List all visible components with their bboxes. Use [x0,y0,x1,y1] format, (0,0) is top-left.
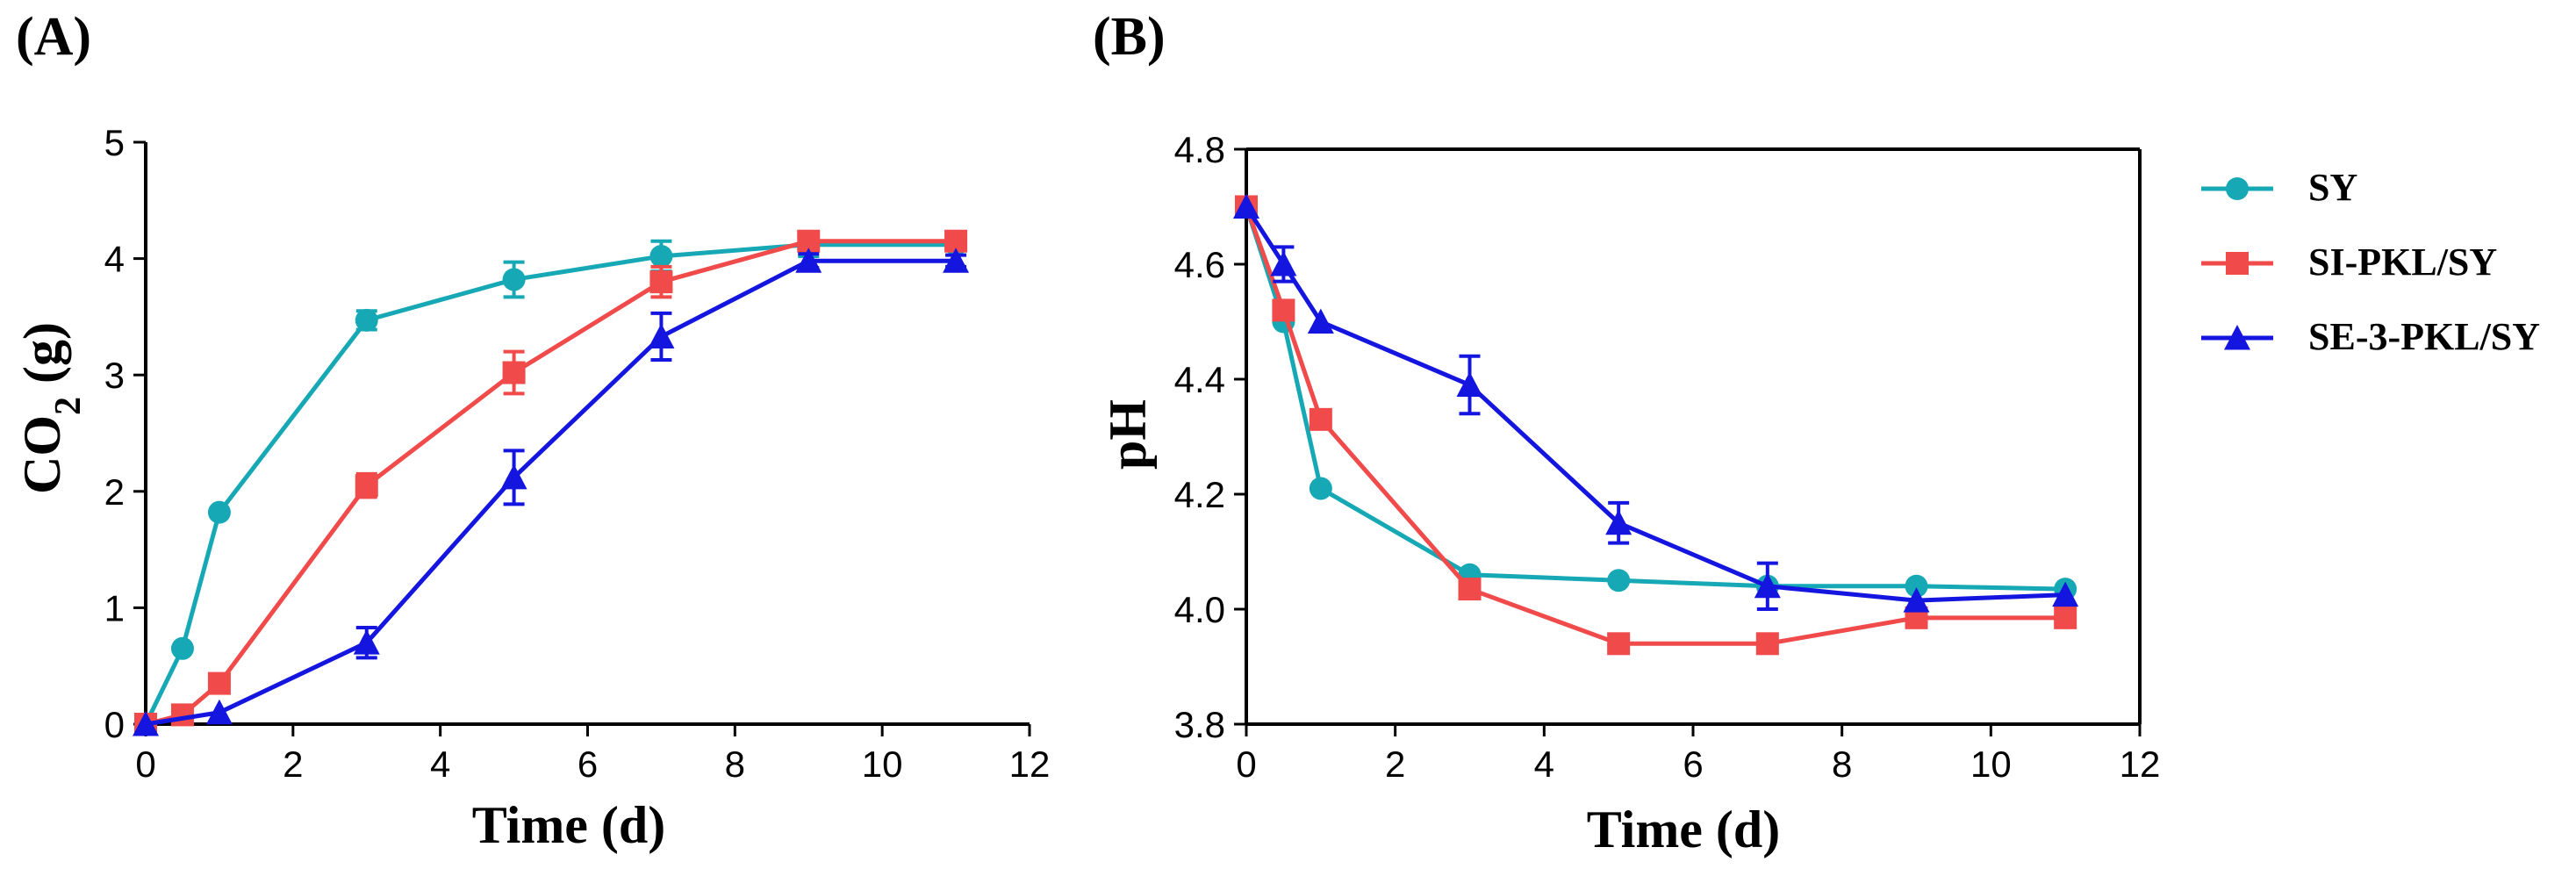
legend-item-sy: SY [2201,166,2357,209]
panel-b-point-se-3-pkl-sy [1270,251,1297,276]
panel-b-point-se-3-pkl-sy [1456,371,1483,398]
panel-a-line-sy [143,242,957,726]
panel-b-point-si-pkl-sy [1272,298,1295,322]
panel-a-point-sy [170,636,194,660]
legend-item-si-pkl-sy: SI-PKL/SY [2201,241,2497,284]
panel-b-point-si-pkl-sy [1458,578,1482,601]
legend-item-se-3-pkl-sy: SE-3-PKL/SY [2201,315,2540,358]
panel-a-point-sy [355,308,378,332]
panel-a-x-tick-label: 10 [862,743,903,785]
panel-b-point-si-pkl-sy [1607,632,1631,656]
panel-a-line-si-pkl-sy [145,239,957,727]
legend-label-sy: SY [2308,166,2357,209]
panel-b-line-si-pkl-sy [1244,205,2066,646]
legend-marker-sy [2201,177,2273,200]
panel-b-x-tick-label: 10 [1970,743,2012,785]
panel-a-label: (A) [16,7,91,67]
panel-b-x-tick-label: 6 [1683,743,1703,785]
panel-a-x-axis-title: Time (d) [472,796,666,854]
panel-a-point-sy [207,500,231,524]
panel-b-point-se-3-pkl-sy [1307,308,1334,334]
legend: SY SI-PKL/SY SE-3-PKL/SY [2201,166,2540,358]
panel-b-point-si-pkl-sy [1309,407,1332,431]
panel-b-point-se-3-pkl-sy [2052,581,2079,607]
panel-a-y-tick-label: 2 [104,471,125,513]
legend-symbol [2224,325,2250,350]
panel-a-point-si-pkl-sy [502,361,526,384]
panel-a-point-se-3-pkl-sy [795,248,822,273]
panel-a-point-se-3-pkl-sy [133,711,159,736]
panel-a-y-axis-title: CO2 (g) [13,322,89,494]
panel-b-y-tick-label: 4.2 [1174,474,1225,515]
legend-label-si-pkl-sy: SI-PKL/SY [2308,241,2497,284]
panel-a-point-si-pkl-sy [207,671,231,695]
panel-a-x-tick-label: 12 [1009,743,1051,785]
panel-a-y-tick-label: 0 [104,704,125,745]
panel-a-y-tick-label: 3 [104,355,125,396]
panel-b-point-sy [1905,574,1928,598]
legend-symbol [2226,252,2249,275]
panel-b-point-sy [1607,569,1631,592]
panel-a-point-se-3-pkl-sy [943,248,970,273]
panel-b-point-se-3-pkl-sy [1233,193,1259,219]
panel-b-point-si-pkl-sy [1755,632,1779,656]
panel-b-x-axis-title: Time (d) [1587,801,1781,858]
panel-a-point-se-3-pkl-sy [500,463,527,490]
panel-a-x-tick-label: 4 [430,743,450,785]
panel-b-point-se-3-pkl-sy [1903,587,1930,613]
legend-marker-se-3-pkl-sy [2201,325,2273,350]
panel-a-point-se-3-pkl-sy [205,699,233,725]
panel-a-point-se-3-pkl-sy [648,323,675,348]
panel-b-y-tick-label: 3.8 [1174,704,1225,745]
panel-a-point-sy [502,268,526,291]
panel-a-y-tick-label: 4 [104,239,125,280]
panel-b-x-tick-label: 0 [1236,743,1256,785]
panel-a-series-si-pkl-sy [134,229,968,736]
panel-b-series-se-3-pkl-sy [1233,193,2079,613]
panel-b-point-se-3-pkl-sy [1754,572,1781,599]
panel-b-x-tick-label: 8 [1832,743,1852,785]
legend-marker-si-pkl-sy [2201,252,2273,275]
panel-b-y-tick-label: 4.4 [1174,359,1225,400]
panel-a-point-si-pkl-sy [170,703,194,727]
panel-a-point-si-pkl-sy [649,270,673,294]
panel-a-x-tick-label: 8 [725,743,745,785]
panel-a-y-axis-subscript: 2 [48,397,89,415]
panel-b-line-sy [1244,205,2066,592]
panel-a-x-tick-label: 0 [135,743,155,785]
panel-b-y-tick-label: 4.6 [1174,244,1225,285]
panel-a-x-tick-label: 2 [283,743,303,785]
panel-b-point-sy [1309,477,1332,500]
panel-a-series-sy [134,231,968,736]
panel-b-point-si-pkl-sy [2054,606,2077,629]
panel-a-x-tick-label: 6 [578,743,598,785]
legend-label-se-3-pkl-sy: SE-3-PKL/SY [2308,315,2540,358]
panel-b-label: (B) [1093,7,1166,67]
panel-a-line-se-3-pkl-sy [145,258,957,727]
panel-a-point-sy [649,244,673,268]
panel-a-point-si-pkl-sy [355,474,378,498]
panel-a-series-se-3-pkl-sy [133,248,970,736]
panel-b-y-tick-label: 4.0 [1174,589,1225,630]
panel-b-x-tick-label: 2 [1385,743,1405,785]
panel-b-y-tick-label: 4.8 [1174,129,1225,170]
panel-b-point-se-3-pkl-sy [1605,509,1632,535]
panel-a-point-se-3-pkl-sy [353,629,380,655]
panel-b-x-tick-label: 4 [1534,743,1554,785]
panel-b-y-axis-title: pH [1099,399,1157,470]
panel-a-y-tick-label: 1 [104,587,125,628]
panel-b: (B) 0 2 4 6 8 10 12 3.8 4.0 4.2 4.4 4.6 4.8 Time (d)… [1093,7,2160,858]
legend-symbol [2226,177,2249,200]
panel-b-x-tick-label: 12 [2120,743,2161,785]
panel-b-line-se-3-pkl-sy [1244,205,2066,603]
panel-a-y-tick-label: 5 [104,122,125,163]
